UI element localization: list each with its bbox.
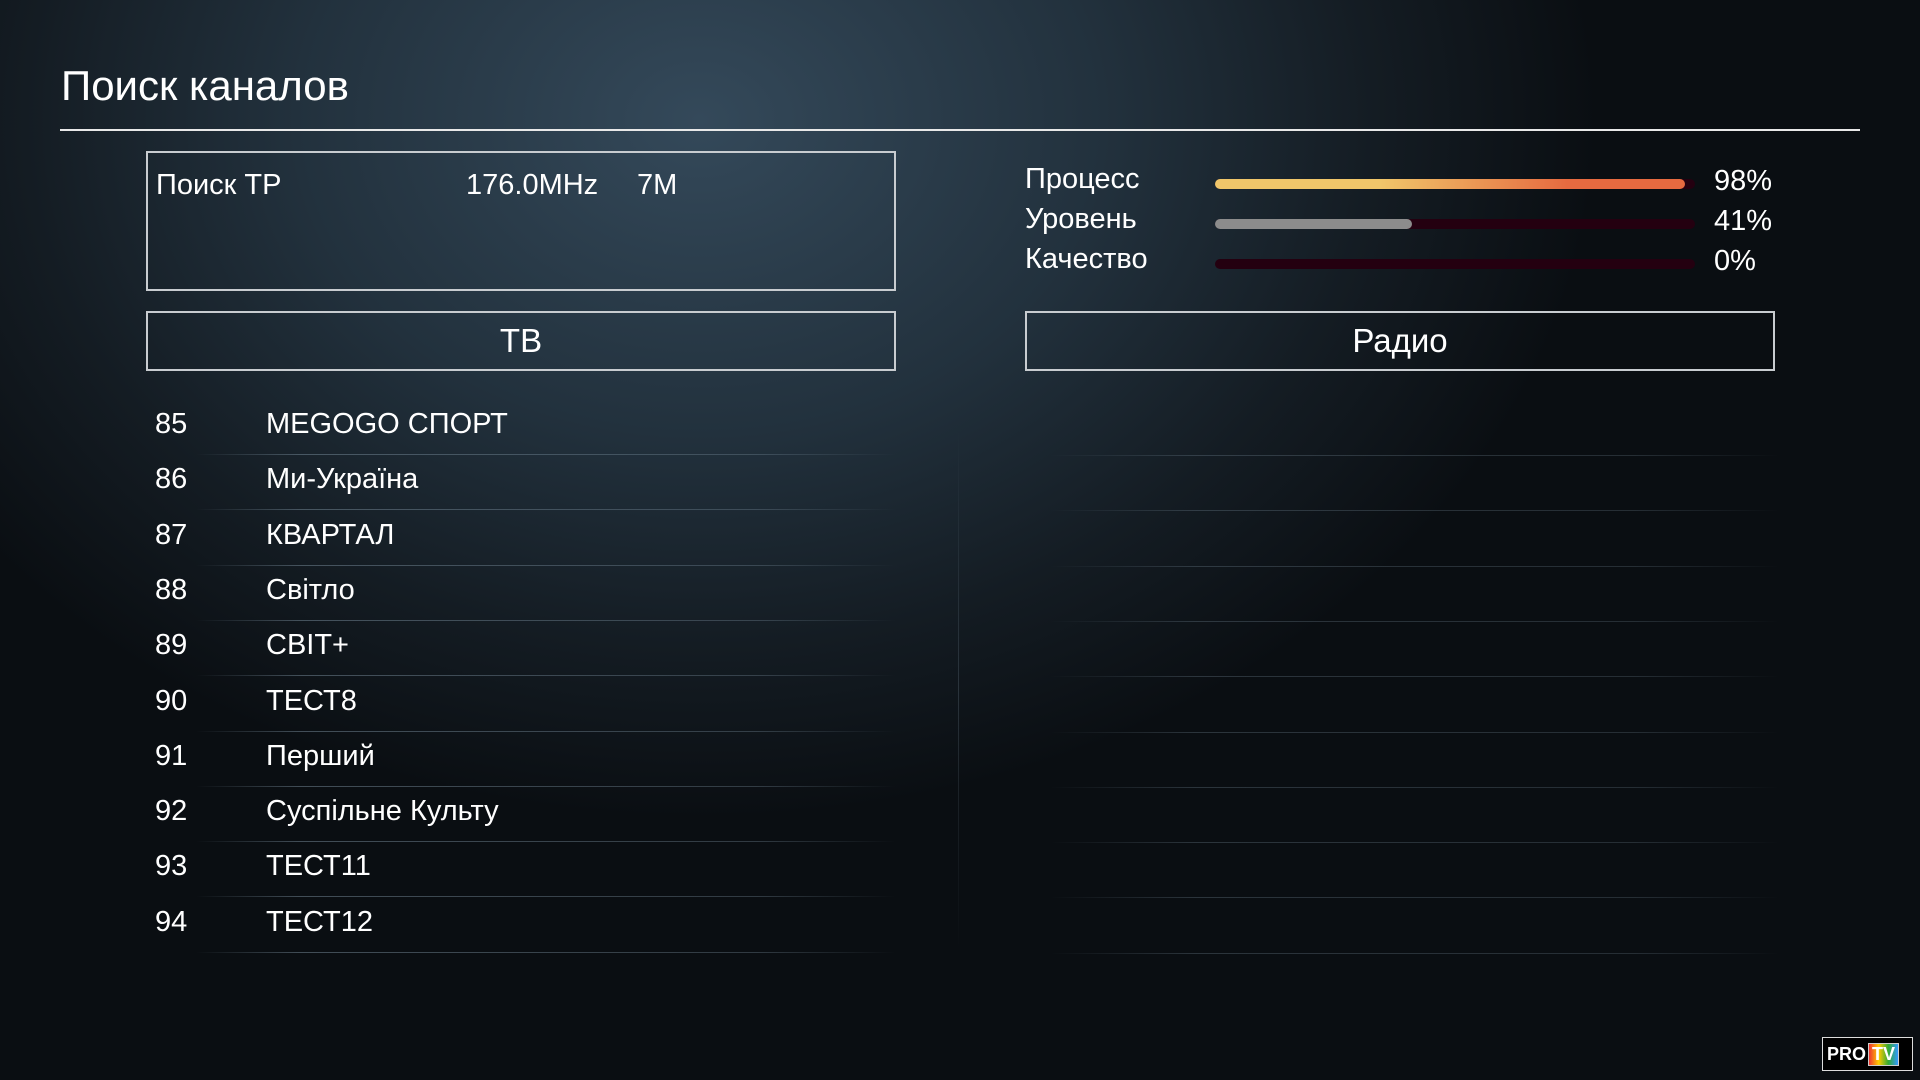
channel-name: Світло (266, 573, 355, 606)
radio-row-separator (1050, 952, 1780, 954)
radio-row-separator (1050, 510, 1780, 512)
channel-row[interactable]: 89 СВIТ+ (146, 621, 946, 677)
row-separator (196, 675, 896, 677)
protv-logo: PRO TV (1822, 1037, 1913, 1071)
channel-name: Суспільне Культу (266, 795, 499, 828)
channel-number: 90 (155, 684, 188, 717)
signal-percent: 98% (1714, 165, 1773, 197)
channel-name: КВАРТАЛ (266, 518, 395, 551)
radio-row-separator (1050, 620, 1780, 622)
row-separator (196, 509, 896, 511)
channel-row[interactable]: 91 Перший (146, 732, 946, 787)
row-separator (196, 730, 896, 732)
signal-bar-fill (1215, 219, 1412, 229)
row-separator (196, 619, 896, 621)
tp-label: Поиск TP (156, 169, 282, 201)
signal-bar (1215, 259, 1695, 269)
signal-bar (1215, 219, 1695, 229)
signal-label: Процесс (1025, 163, 1140, 195)
channel-number: 88 (155, 573, 188, 606)
signal-percent: 0% (1714, 245, 1756, 277)
channel-name: СВIТ+ (266, 629, 349, 662)
channel-number: 91 (155, 739, 188, 772)
channel-number: 89 (155, 629, 188, 662)
signal-label: Качество (1025, 243, 1148, 275)
channel-name: ТЕСТ11 (266, 850, 371, 883)
channel-row[interactable]: 92 Суспільне Культу (146, 787, 946, 843)
row-separator (196, 454, 896, 455)
channel-row[interactable]: 94 ТЕСТ12 (146, 898, 946, 953)
signal-bar-fill (1215, 179, 1686, 189)
row-separator (196, 564, 896, 566)
tp-info-box: Поиск TP 176.0MHz 7M (146, 151, 896, 291)
signal-percent: 41% (1714, 205, 1773, 237)
tab-radio[interactable]: Радио (1025, 311, 1775, 371)
tp-frequency: 176.0MHz (466, 169, 599, 201)
channel-row[interactable]: 87 КВАРТАЛ (146, 511, 946, 566)
tp-bandwidth: 7M (637, 169, 678, 201)
radio-row-separator (1050, 565, 1780, 567)
radio-row-separator (1050, 842, 1780, 844)
radio-row-separator (1050, 897, 1780, 899)
channel-number: 94 (155, 905, 188, 938)
radio-row-separator (1050, 786, 1780, 788)
radio-row-separator (1050, 676, 1780, 678)
channel-name: MEGOGO СПОРТ (266, 408, 508, 440)
channel-name: ТЕСТ8 (266, 684, 357, 717)
channel-name: ТЕСТ12 (266, 905, 374, 938)
signal-bar (1215, 179, 1695, 189)
row-separator (196, 896, 896, 898)
channel-row[interactable]: 90 ТЕСТ8 (146, 677, 946, 732)
row-separator (196, 841, 896, 843)
channel-number: 85 (155, 408, 188, 440)
channel-number: 87 (155, 518, 188, 551)
channel-number: 86 (155, 463, 188, 496)
row-separator (196, 785, 896, 787)
channel-row[interactable]: 86 Ми-Україна (146, 455, 946, 511)
channel-number: 93 (155, 850, 188, 883)
title-divider (60, 129, 1860, 131)
page-title: Поиск каналов (61, 62, 349, 109)
radio-row-separator (1050, 455, 1780, 456)
tab-tv[interactable]: ТВ (146, 311, 896, 371)
radio-row-separator (1050, 731, 1780, 733)
channel-row[interactable]: 88 Світло (146, 566, 946, 621)
channel-row[interactable]: 85 MEGOGO СПОРТ (146, 400, 946, 455)
channel-name: Ми-Україна (266, 463, 419, 496)
signal-label: Уровень (1025, 203, 1137, 235)
channel-row[interactable]: 93 ТЕСТ11 (146, 842, 946, 898)
channel-name: Перший (266, 739, 375, 772)
channel-number: 92 (155, 795, 188, 828)
row-separator (196, 951, 896, 953)
column-divider (958, 430, 959, 950)
